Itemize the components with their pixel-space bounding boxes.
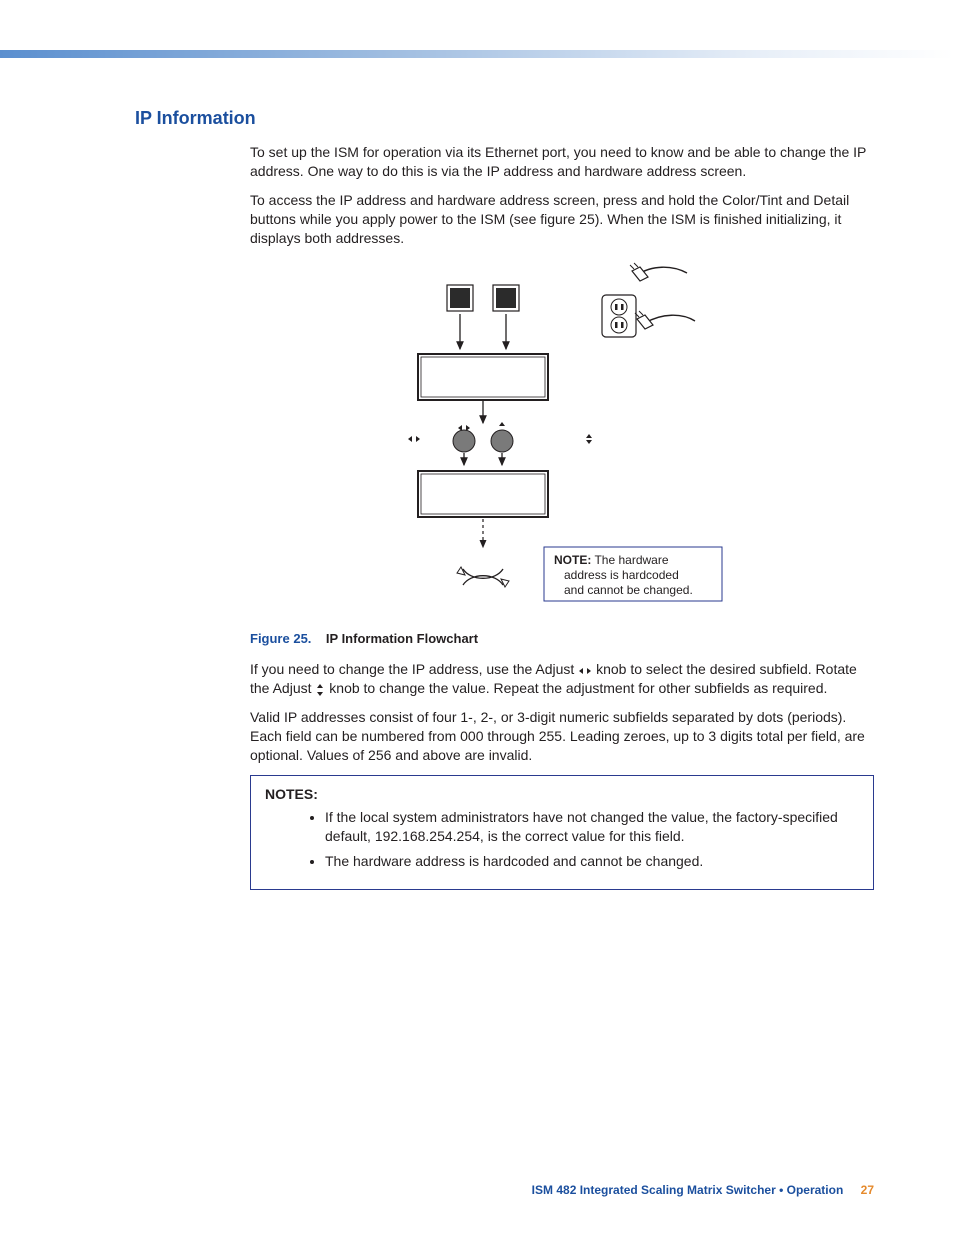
svg-text:NOTE: The hardware: NOTE: The hardware: [554, 553, 669, 567]
knobs-row: [408, 422, 592, 452]
figure-note-box: NOTE: The hardware address is hardcoded …: [544, 547, 722, 601]
figure-note-line3: and cannot be changed.: [564, 583, 693, 597]
cycle-icon: [457, 555, 509, 587]
ip-info-flowchart-svg: NOTE: The hardware address is hardcoded …: [352, 259, 772, 619]
figure-note-label: NOTE:: [554, 553, 591, 567]
figure-number: Figure 25.: [250, 631, 311, 646]
paragraph-3: If you need to change the IP address, us…: [250, 660, 874, 698]
lcd-screen-1: [418, 354, 548, 400]
paragraph-4: Valid IP addresses consist of four 1-, 2…: [250, 708, 874, 765]
figure-note-line1: The hardware: [591, 553, 668, 567]
notes-list: If the local system administrators have …: [265, 808, 859, 871]
p3-part-a: If you need to change the IP address, us…: [250, 661, 578, 677]
notes-item-2: The hardware address is hardcoded and ca…: [325, 852, 859, 871]
footer-text: ISM 482 Integrated Scaling Matrix Switch…: [532, 1183, 844, 1197]
body-column: To set up the ISM for operation via its …: [250, 143, 874, 890]
lcd-screen-2: [418, 471, 548, 517]
header-gradient-bar: [0, 50, 954, 58]
notes-item-1: If the local system administrators have …: [325, 808, 859, 846]
paragraph-1: To set up the ISM for operation via its …: [250, 143, 874, 181]
page-footer: ISM 482 Integrated Scaling Matrix Switch…: [532, 1183, 874, 1197]
figure-25: NOTE: The hardware address is hardcoded …: [250, 259, 874, 619]
paragraph-2: To access the IP address and hardware ad…: [250, 191, 874, 248]
section-heading: IP Information: [135, 108, 874, 129]
figure-note-line2: address is hardcoded: [564, 568, 679, 582]
figure-title: IP Information Flowchart: [326, 631, 478, 646]
notes-box: NOTES: If the local system administrator…: [250, 775, 874, 890]
p3-part-c: knob to change the value. Repeat the adj…: [329, 680, 827, 696]
adjust-vertical-icon: [315, 684, 325, 696]
figure-caption: Figure 25. IP Information Flowchart: [250, 631, 874, 646]
page-content: IP Information To set up the ISM for ope…: [135, 108, 874, 890]
notes-title: NOTES:: [265, 786, 859, 802]
buttons-row: [447, 285, 519, 311]
page-number: 27: [861, 1183, 874, 1197]
adjust-horizontal-icon: [578, 666, 592, 676]
power-plug-icon: [602, 263, 695, 337]
